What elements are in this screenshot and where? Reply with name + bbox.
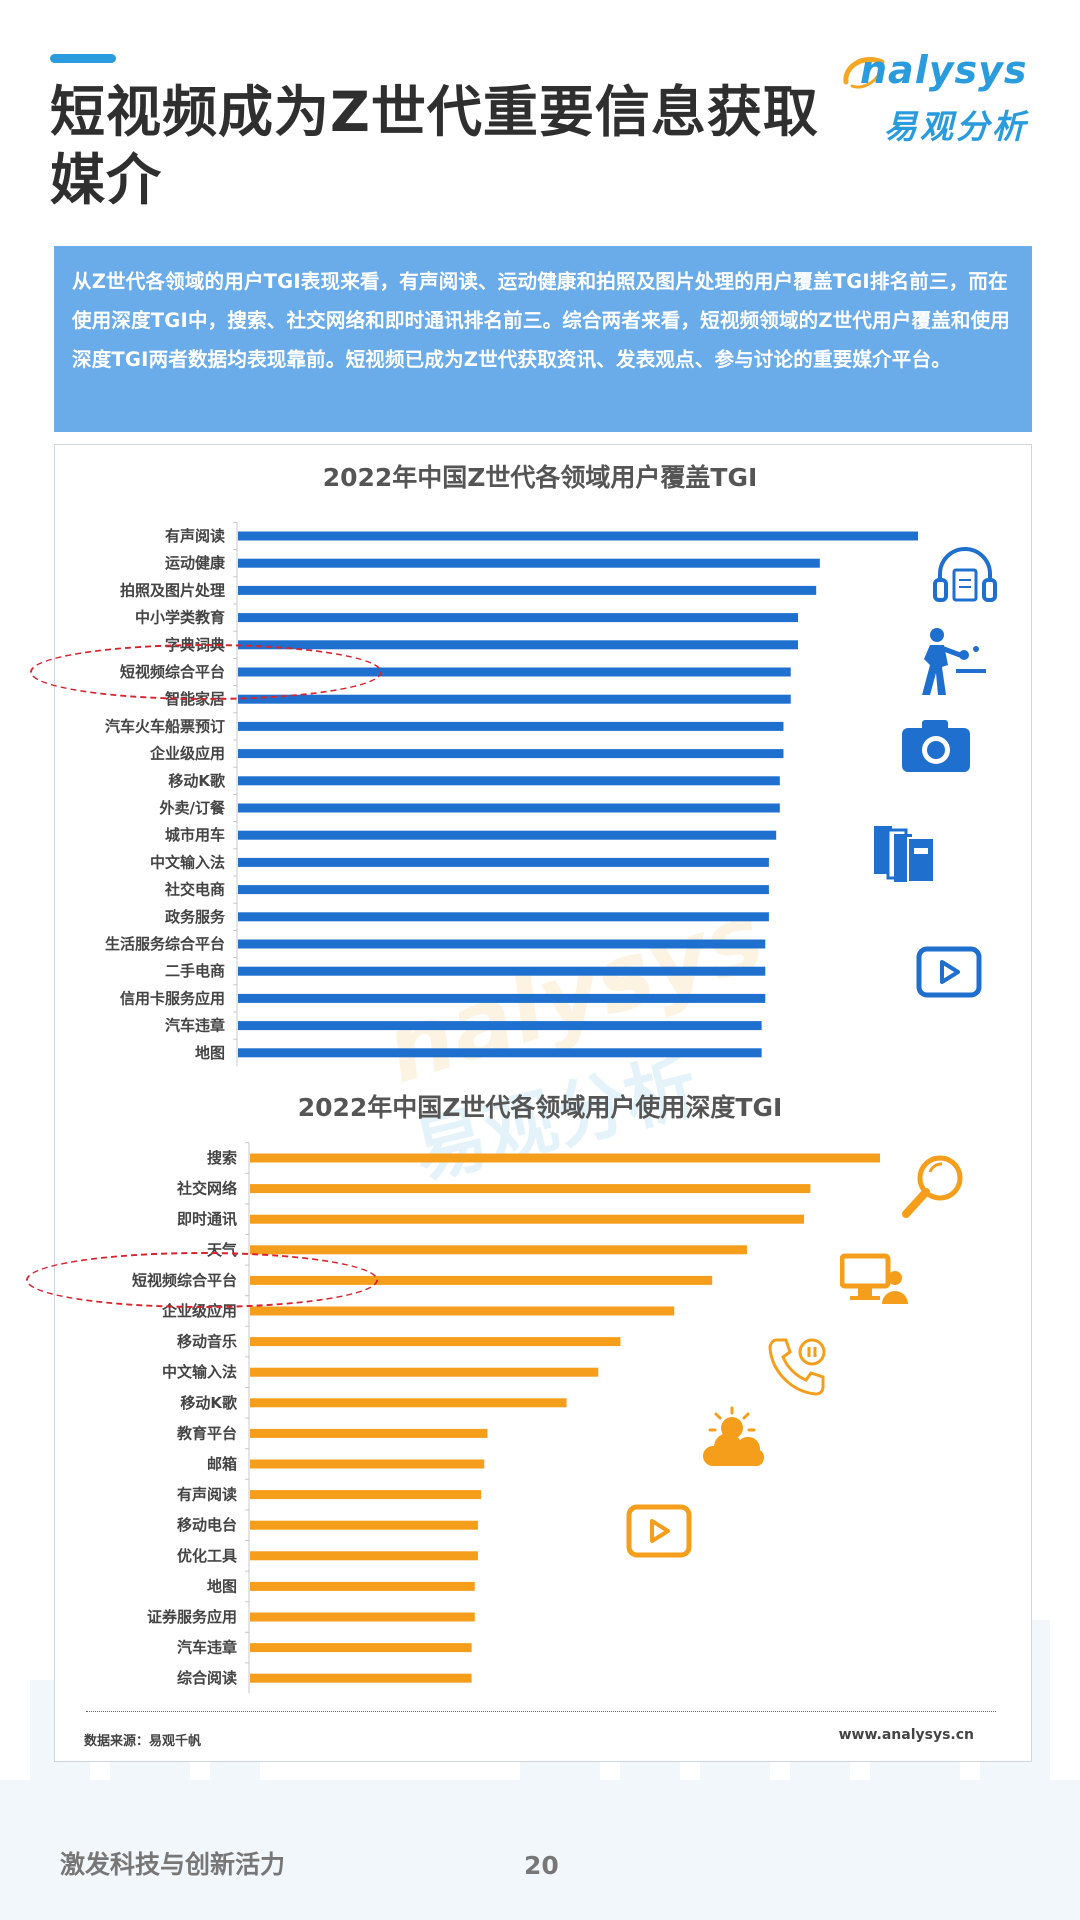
analysys-logo: nalysys 易观分析 [842,48,1042,148]
video-play-icon [916,946,982,998]
video-play-icon [626,1504,692,1558]
chart2-category-label: 汽车违章 [177,1639,237,1657]
camera-icon [902,720,970,772]
chart1-bar [238,912,769,922]
chart1-category-label: 中文输入法 [150,853,225,871]
chart1-bar [238,1021,762,1031]
chart2-category-label: 优化工具 [177,1547,237,1565]
chart2-category-label: 地图 [207,1577,237,1595]
weather-icon [702,1406,765,1466]
chart1-bar [238,1048,762,1058]
page-number: 20 [524,1851,559,1880]
chart2-bar [250,1214,805,1224]
chart2-bar [250,1490,482,1500]
chart1-category-label: 企业级应用 [149,745,225,763]
chart1-bar [238,694,791,704]
logo-swoosh-icon [843,57,885,89]
chart1-category-label: 地图 [195,1044,225,1062]
chart1-bar [238,585,817,595]
logo-chinese-text: 易观分析 [884,107,1028,146]
chart2-category-label: 移动K歌 [180,1394,238,1412]
chart1-bar [238,721,784,731]
chart1-category-label: 社交电商 [164,881,225,899]
chart1-bar [238,803,780,813]
chart2-bar [250,1245,748,1255]
chart2-bar [250,1612,475,1622]
books-icon [874,826,935,883]
chart2-bar [250,1367,599,1377]
chart1-bar [238,857,769,867]
chart2-category-label: 移动电台 [177,1516,237,1534]
chart2-bar [250,1306,675,1316]
chart2-bar [250,1581,475,1591]
chart1-category-label: 政务服务 [165,908,226,926]
chart1-bar [238,749,784,759]
chart1-category-label: 拍照及图片处理 [120,581,225,599]
chart2-category-label: 综合阅读 [177,1669,237,1687]
chart1-category-label: 生活服务综合平台 [105,935,225,953]
chart2-category-label: 中文输入法 [162,1363,237,1381]
chart1-category-label: 外卖/订餐 [159,799,226,817]
chart2-bar [250,1337,621,1347]
chart2-category-label: 社交网络 [176,1180,237,1198]
chart1-category-label: 汽车火车船票预订 [105,717,225,735]
chart1-category-label: 信用卡服务应用 [120,989,225,1007]
chart1-bar [238,830,777,840]
chart1-bar [238,640,798,650]
chart2-category-label: 有声阅读 [177,1486,237,1504]
chart1-category-label: 二手电商 [165,962,225,980]
summary-box: 从Z世代各领域的用户TGI表现来看，有声阅读、运动健康和拍照及图片处理的用户覆盖… [54,246,1032,432]
highlight-ellipse-depth [26,1252,378,1308]
chart2-category-label: 搜索 [207,1149,237,1167]
chart1-bar [238,939,766,949]
data-source: 数据来源：易观千帆 [84,1734,202,1749]
chart2-category-label: 即时通讯 [177,1210,237,1228]
chart1-category-label: 移动K歌 [168,772,226,790]
chart1-bar [238,558,820,568]
chart2-bar [250,1551,478,1561]
chart1-bar [238,776,780,786]
footer-slogan: 激发科技与创新活力 [60,1850,286,1879]
chart2-bar [250,1520,478,1530]
chart2-bar [250,1643,472,1653]
chart2-bar [250,1275,713,1285]
footer-divider [86,1711,996,1712]
chart2-bar [250,1428,488,1438]
website-link[interactable]: www.analysys.cn [838,1727,974,1743]
computer-user-icon [840,1253,908,1304]
chart2-category-label: 证券服务应用 [147,1608,237,1626]
phone-icon [768,1338,826,1396]
logo-text: nalysys [860,48,1028,92]
chart1-title: 2022年中国Z世代各领域用户覆盖TGI [322,463,758,492]
chart2-bar [250,1398,567,1408]
chart1-bar [238,966,766,976]
chart2-bar [250,1673,472,1683]
chart1-bar [238,885,769,895]
headphones-icon [933,547,997,602]
chart2-bar [250,1184,811,1194]
chart2-category-label: 邮箱 [207,1455,237,1473]
table-tennis-icon [922,628,986,695]
title-accent-bar [50,54,116,63]
chart1-category-label: 汽车违章 [165,1017,225,1035]
chart2-category-label: 教育平台 [176,1424,237,1442]
chart1-category-label: 有声阅读 [165,527,225,545]
highlight-ellipse-coverage [30,644,382,700]
chart2-category-label: 移动音乐 [177,1333,237,1351]
chart1-category-label: 运动健康 [165,554,226,572]
chart2-title: 2022年中国Z世代各领域用户使用深度TGI [297,1093,783,1122]
chart1-bar [238,667,791,677]
chart1-category-label: 中小学类教育 [135,609,225,627]
chart2-bar [250,1459,485,1469]
chart1-bar [238,531,918,541]
chart1-bar [238,993,766,1003]
chart1-bar [238,613,798,623]
chart2-bar [250,1153,880,1163]
magnifier-icon [902,1155,963,1218]
page-title: 短视频成为Z世代重要信息获取媒介 [50,80,819,212]
chart1-category-label: 城市用车 [165,826,225,844]
